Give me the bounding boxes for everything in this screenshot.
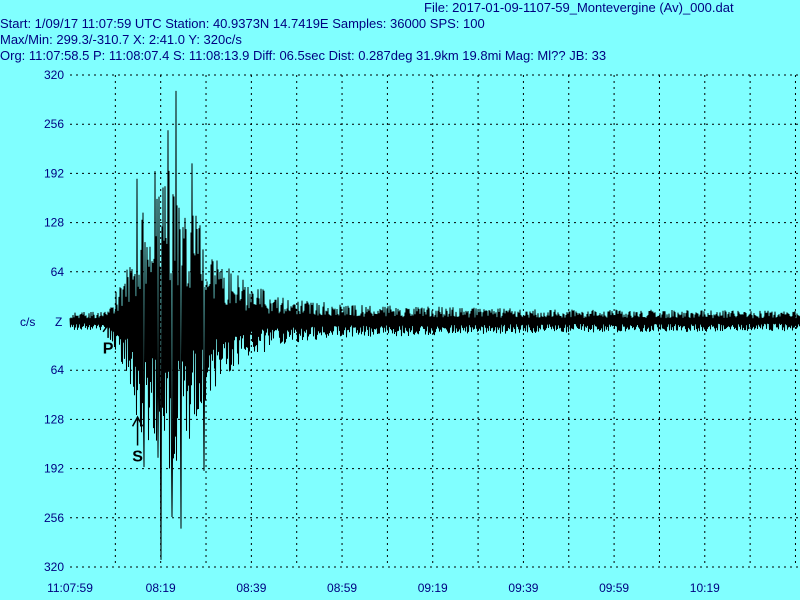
channel-label: Z (55, 315, 62, 329)
y-axis-unit-label: c/s (20, 315, 35, 329)
x-tick-label: 10:19 (690, 581, 720, 595)
y-tick-label: 320 (44, 560, 64, 574)
y-tick-label: 64 (51, 363, 65, 377)
x-tick-label: 09:39 (508, 581, 538, 595)
s-wave-label: S (132, 449, 143, 466)
start-info-label: Start: 1/09/17 11:07:59 UTC Station: 40.… (0, 16, 485, 31)
s-arrow-icon (131, 415, 144, 446)
seismogram-trace (69, 90, 800, 560)
y-axis-labels: 320 256 192 128 64 64 128 192 256 320 (44, 68, 64, 574)
s-wave-marker: S (131, 415, 144, 466)
y-tick-label: 320 (44, 68, 64, 82)
p-wave-label: P (103, 340, 114, 357)
x-tick-label: 09:19 (418, 581, 448, 595)
x-tick-label: 08:19 (146, 581, 176, 595)
x-tick-label: 08:59 (327, 581, 357, 595)
x-axis-labels: 11:07:59 08:19 08:39 08:59 09:19 09:39 09:59 10… (47, 581, 720, 595)
y-tick-label: 64 (51, 265, 65, 279)
p-wave-marker: P (102, 323, 114, 357)
p-arrow-icon (102, 323, 114, 338)
y-tick-label: 192 (44, 166, 64, 180)
origin-info-label: Org: 11:07:58.5 P: 11:08:07.4 S: 11:08:1… (0, 48, 607, 63)
y-tick-label: 128 (44, 216, 64, 230)
file-name-label: File: 2017-01-09-1107-59_Montevergine (A… (424, 0, 734, 15)
x-tick-label: 08:39 (236, 581, 266, 595)
maxmin-info-label: Max/Min: 299.3/-310.7 X: 2:41.0 Y: 320c/… (0, 32, 242, 47)
y-tick-label: 192 (44, 462, 64, 476)
y-tick-label: 128 (44, 412, 64, 426)
y-tick-label: 256 (44, 511, 64, 525)
x-tick-label: 11:07:59 (47, 581, 93, 595)
y-tick-label: 256 (44, 117, 64, 131)
x-tick-label: 09:59 (599, 581, 629, 595)
